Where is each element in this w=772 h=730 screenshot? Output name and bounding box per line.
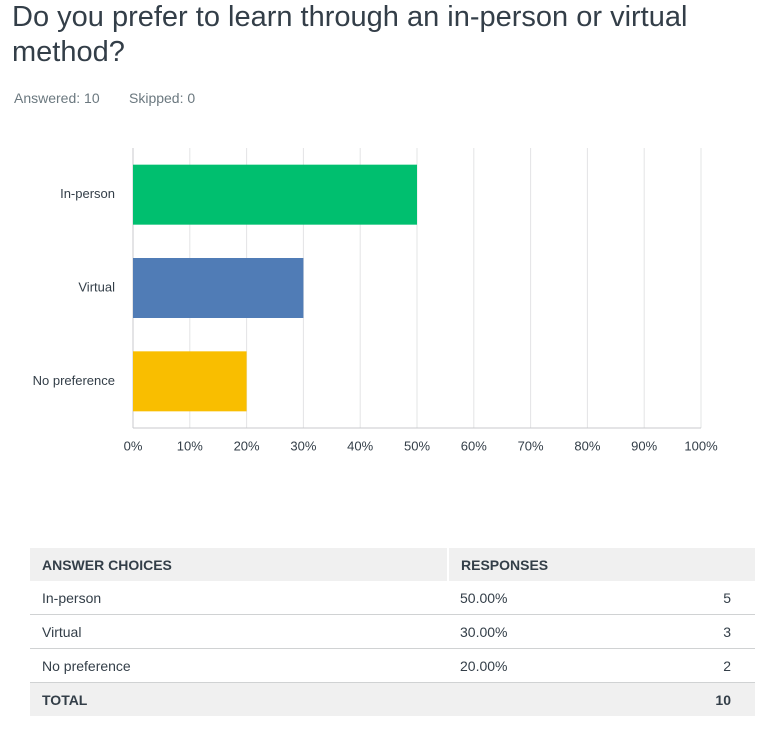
- category-label: In-person: [60, 186, 115, 201]
- cell: No preference: [30, 648, 448, 683]
- cell: 5: [626, 581, 755, 615]
- bar: [133, 258, 304, 318]
- cell: 10: [626, 682, 755, 716]
- x-tick-label: 90%: [631, 438, 657, 453]
- table-row: Virtual 30.00% 3: [30, 614, 755, 649]
- cell: 2: [626, 648, 755, 683]
- x-tick-label: 100%: [684, 438, 718, 453]
- skipped: Skipped: 0: [129, 90, 196, 106]
- category-label: No preference: [33, 373, 115, 388]
- category-label: Virtual: [78, 279, 115, 294]
- cell: Virtual: [30, 614, 448, 649]
- x-tick-label: 40%: [347, 438, 373, 453]
- chart: 0% 10% 20% 30% 40% 50% 60% 70% 80% 90% 100% In-pers…: [33, 148, 718, 453]
- table-row: In-person 50.00% 5: [30, 581, 755, 615]
- cell: In-person: [30, 581, 448, 615]
- x-tick-label: 0%: [124, 438, 143, 453]
- x-tick-label: 20%: [234, 438, 260, 453]
- cell: TOTAL: [30, 682, 627, 716]
- results-table: ANSWER CHOICES RESPONSES In-person 50.00%…: [30, 548, 755, 716]
- header-cell: RESPONSES: [448, 548, 755, 581]
- bar: [133, 164, 417, 225]
- bar: [133, 351, 247, 412]
- cell: 3: [626, 614, 755, 649]
- question-title: Do you prefer to learn through an in-per…: [12, 1, 688, 68]
- x-tick-label: 30%: [290, 438, 316, 453]
- x-tick-label: 80%: [574, 438, 600, 453]
- cell: 30.00%: [448, 614, 627, 649]
- cell: 50.00%: [448, 581, 627, 615]
- x-tick-label: 10%: [177, 438, 203, 453]
- answered: Answered: 10: [14, 90, 100, 106]
- x-tick-label: 50%: [404, 438, 430, 453]
- table-header: ANSWER CHOICES RESPONSES: [30, 548, 755, 581]
- x-tick-label: 70%: [518, 438, 544, 453]
- header-cell: ANSWER CHOICES: [30, 548, 449, 581]
- table-row: No preference 20.00% 2: [30, 648, 755, 683]
- total-row: TOTAL 10: [30, 682, 755, 716]
- x-tick-label: 60%: [461, 438, 487, 453]
- cell: 20.00%: [448, 648, 627, 683]
